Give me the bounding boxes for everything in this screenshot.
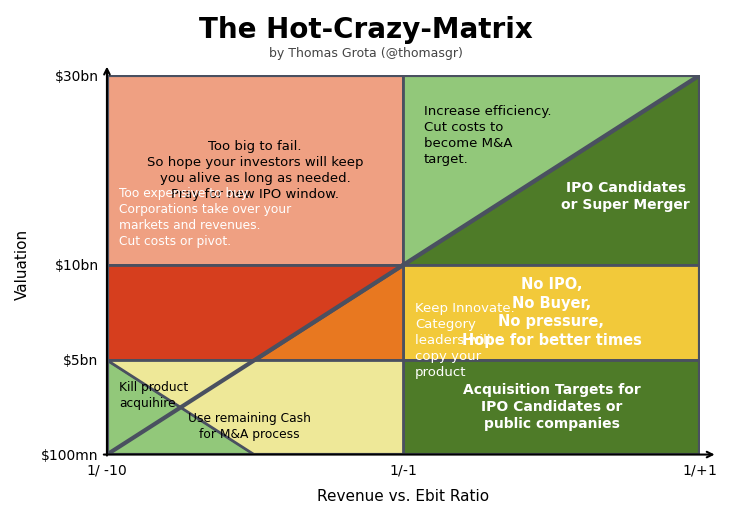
Polygon shape: [107, 360, 403, 455]
Text: Increase efficiency.
Cut costs to
become M&A
target.: Increase efficiency. Cut costs to become…: [424, 105, 551, 167]
Polygon shape: [107, 360, 403, 455]
Text: Acquisition Targets for
IPO Candidates or
public companies: Acquisition Targets for IPO Candidates o…: [463, 383, 640, 431]
Text: Kill product
acquihire: Kill product acquihire: [119, 381, 188, 410]
Bar: [403, 360, 700, 455]
Text: The Hot-Crazy-Matrix: The Hot-Crazy-Matrix: [199, 16, 533, 44]
Bar: [107, 75, 403, 265]
Text: Too expensive to buy.
Corporations take over your
markets and revenues.
Cut cost: Too expensive to buy. Corporations take …: [119, 187, 291, 248]
Bar: [403, 265, 700, 360]
Text: by Thomas Grota (@thomasgr): by Thomas Grota (@thomasgr): [269, 47, 463, 60]
Polygon shape: [107, 265, 403, 455]
Polygon shape: [403, 75, 700, 265]
Polygon shape: [107, 360, 255, 455]
Text: IPO Candidates
or Super Merger: IPO Candidates or Super Merger: [561, 181, 690, 212]
Text: Use remaining Cash
for M&A process: Use remaining Cash for M&A process: [187, 412, 310, 441]
Text: No IPO,
No Buyer,
No pressure,
Hope for better times: No IPO, No Buyer, No pressure, Hope for …: [461, 277, 641, 348]
Text: Too big to fail.
So hope your investors will keep
you alive as long as needed.
P: Too big to fail. So hope your investors …: [147, 140, 363, 200]
Polygon shape: [403, 75, 700, 265]
Polygon shape: [107, 360, 403, 455]
Y-axis label: Valuation: Valuation: [15, 229, 30, 301]
Text: Keep Innovate.
Category
leaders will
copy your
product: Keep Innovate. Category leaders will cop…: [415, 302, 515, 379]
X-axis label: Revenue vs. Ebit Ratio: Revenue vs. Ebit Ratio: [317, 489, 490, 504]
Polygon shape: [107, 265, 403, 455]
